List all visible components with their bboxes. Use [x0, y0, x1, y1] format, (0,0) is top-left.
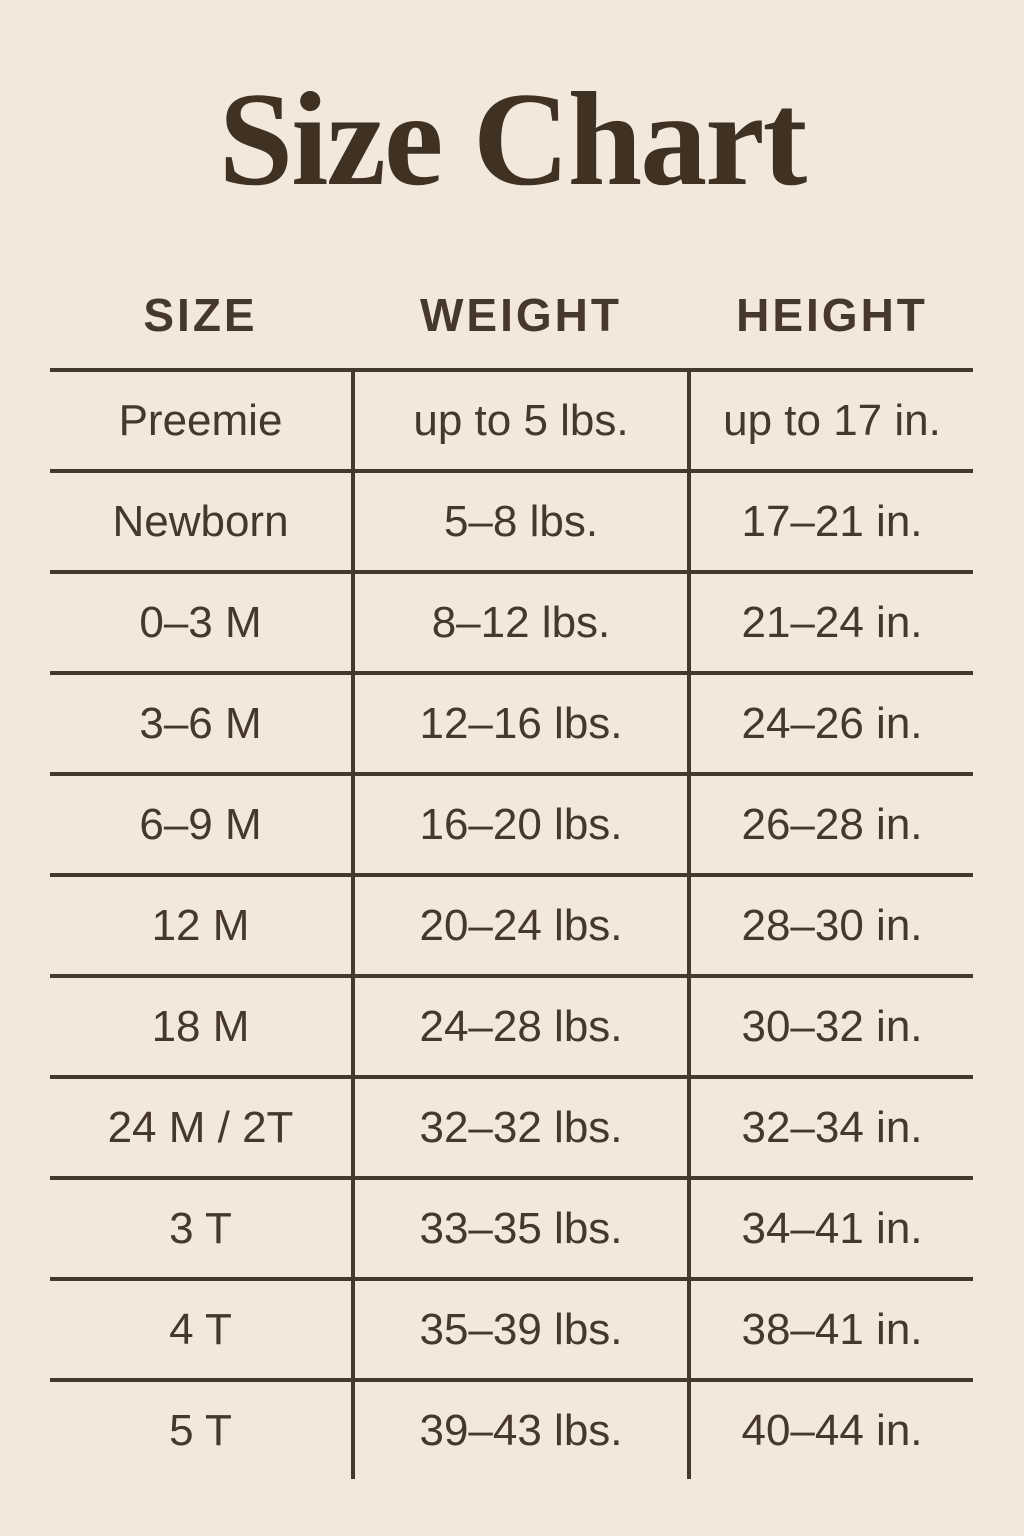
weight-cell: 35–39 lbs. — [351, 1281, 691, 1378]
height-cell: 30–32 in. — [741, 1001, 923, 1051]
column-header-size: SIZE — [143, 289, 258, 341]
size-cell: Newborn — [112, 496, 289, 546]
height-cell: up to 17 in. — [723, 395, 941, 445]
size-cell: 18 M — [151, 1001, 250, 1051]
table-row: Newborn 5–8 lbs. 17–21 in. — [50, 469, 973, 570]
table-row: 4 T 35–39 lbs. 38–41 in. — [50, 1277, 973, 1378]
height-cell: 40–44 in. — [741, 1405, 923, 1455]
size-cell: 24 M / 2T — [107, 1102, 294, 1152]
size-cell: Preemie — [118, 395, 283, 445]
size-cell: 12 M — [151, 900, 250, 950]
size-table: Preemie up to 5 lbs. up to 17 in. Newbor… — [50, 368, 973, 1479]
weight-cell: 39–43 lbs. — [351, 1382, 691, 1479]
column-header-height: HEIGHT — [736, 289, 928, 341]
page-title: Size Chart — [218, 65, 808, 213]
weight-cell: 32–32 lbs. — [351, 1079, 691, 1176]
table-row: 6–9 M 16–20 lbs. 26–28 in. — [50, 772, 973, 873]
weight-cell: 24–28 lbs. — [351, 978, 691, 1075]
height-cell: 21–24 in. — [741, 597, 923, 647]
size-cell: 6–9 M — [139, 799, 262, 849]
weight-cell: 20–24 lbs. — [351, 877, 691, 974]
table-row: 24 M / 2T 32–32 lbs. 32–34 in. — [50, 1075, 973, 1176]
weight-cell: 5–8 lbs. — [351, 473, 691, 570]
height-cell: 38–41 in. — [741, 1304, 923, 1354]
column-header-weight: WEIGHT — [420, 289, 622, 341]
size-cell: 3–6 M — [139, 698, 262, 748]
size-cell: 3 T — [169, 1203, 232, 1253]
weight-cell: 33–35 lbs. — [351, 1180, 691, 1277]
table-row: 5 T 39–43 lbs. 40–44 in. — [50, 1378, 973, 1479]
table-row: 0–3 M 8–12 lbs. 21–24 in. — [50, 570, 973, 671]
table-row: 12 M 20–24 lbs. 28–30 in. — [50, 873, 973, 974]
size-cell: 5 T — [169, 1405, 232, 1455]
table-row: 3 T 33–35 lbs. 34–41 in. — [50, 1176, 973, 1277]
size-cell: 4 T — [169, 1304, 232, 1354]
table-row: 3–6 M 12–16 lbs. 24–26 in. — [50, 671, 973, 772]
table-header-row: SIZE WEIGHT HEIGHT — [50, 285, 973, 345]
weight-cell: 16–20 lbs. — [351, 776, 691, 873]
height-cell: 24–26 in. — [741, 698, 923, 748]
height-cell: 28–30 in. — [741, 900, 923, 950]
table-row: 18 M 24–28 lbs. 30–32 in. — [50, 974, 973, 1075]
weight-cell: 8–12 lbs. — [351, 574, 691, 671]
height-cell: 17–21 in. — [741, 496, 923, 546]
size-cell: 0–3 M — [139, 597, 262, 647]
height-cell: 34–41 in. — [741, 1203, 923, 1253]
weight-cell: up to 5 lbs. — [351, 372, 691, 469]
height-cell: 32–34 in. — [741, 1102, 923, 1152]
height-cell: 26–28 in. — [741, 799, 923, 849]
table-row: Preemie up to 5 lbs. up to 17 in. — [50, 368, 973, 469]
weight-cell: 12–16 lbs. — [351, 675, 691, 772]
